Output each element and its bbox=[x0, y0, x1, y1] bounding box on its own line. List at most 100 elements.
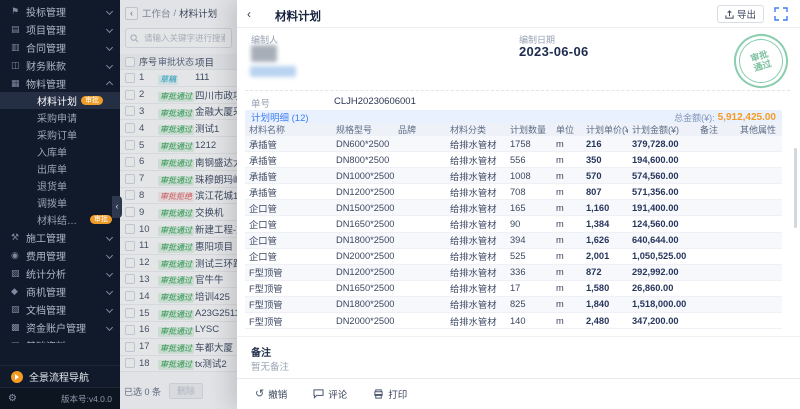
col-brand: 品牌 bbox=[398, 125, 417, 135]
detail-table-row[interactable]: F型顶管 DN1650*2500 给排水管材 17 m 1,580 26,860… bbox=[245, 281, 782, 297]
row-checkbox[interactable] bbox=[125, 207, 135, 218]
plan-list-row[interactable]: 4 审批通过 测试1 bbox=[120, 120, 237, 138]
delete-button[interactable]: 删除 bbox=[169, 383, 204, 399]
detail-table-row[interactable]: 企口管 DN1650*2500 给排水管材 90 m 1,384 124,560… bbox=[245, 216, 782, 233]
sidebar-menu-item[interactable]: ◫ 财务账款 bbox=[0, 56, 120, 74]
plan-list-row[interactable]: 8 审批拒绝 滨江花城10 bbox=[120, 187, 237, 205]
export-button[interactable]: 导出 bbox=[716, 5, 764, 23]
row-checkbox[interactable] bbox=[125, 156, 135, 167]
menu-item-label: 材料结算单 bbox=[37, 216, 86, 227]
row-checkbox[interactable] bbox=[125, 106, 135, 117]
sidebar-menu-item[interactable]: ▤ 项目管理 bbox=[0, 20, 120, 38]
plan-list-row[interactable]: 2 审批通过 四川市政项目 bbox=[120, 86, 237, 104]
cell-amount: 194,600.00 bbox=[632, 154, 679, 165]
row-checkbox[interactable] bbox=[125, 308, 135, 319]
chevron-down-icon bbox=[105, 341, 114, 343]
sidebar-menu-item[interactable]: 采购申请 bbox=[0, 109, 120, 126]
plan-list-row[interactable]: 7 审批通过 珠穆朗玛峰 bbox=[120, 170, 237, 188]
row-checkbox[interactable] bbox=[125, 240, 135, 251]
row-no: 7 bbox=[139, 173, 145, 185]
comment-button[interactable]: 评论 bbox=[313, 387, 347, 401]
row-checkbox[interactable] bbox=[125, 89, 135, 100]
detail-table-row[interactable]: F型顶管 DN1800*2500 给排水管材 825 m 1,840 1,518… bbox=[245, 296, 782, 314]
sidebar-menu-item[interactable]: ▦ 物料管理 bbox=[0, 74, 120, 92]
chevron-down-icon bbox=[105, 251, 114, 259]
total-label: 总金额(¥): bbox=[674, 112, 715, 123]
detail-table-row[interactable]: 承插管 DN1000*2500 给排水管材 1008 m 570 574,560… bbox=[245, 168, 782, 185]
plan-list-row[interactable]: 16 审批通过 LYSC bbox=[120, 321, 237, 339]
sidebar-menu-item[interactable]: ▣ 基础资料 bbox=[0, 336, 120, 343]
row-checkbox[interactable] bbox=[125, 291, 135, 302]
plan-list-row[interactable]: 5 审批通过 1212 bbox=[120, 137, 237, 154]
detail-table-row[interactable]: F型顶管 DN1200*2500 给排水管材 336 m 872 292,992… bbox=[245, 264, 782, 281]
plan-list-row[interactable]: 15 审批通过 A23G2511 bbox=[120, 305, 237, 322]
sidebar-menu-item[interactable]: ⚑ 投标管理 bbox=[0, 2, 120, 20]
detail-table-row[interactable]: F型顶管 DN2000*2500 给排水管材 140 m 2,480 347,2… bbox=[245, 313, 782, 330]
panorama-flow-nav[interactable]: 全景流程导航 bbox=[0, 365, 120, 387]
sidebar-collapse-handle[interactable]: ‹ bbox=[112, 196, 122, 218]
sidebar-menu-item[interactable]: 入库单 bbox=[0, 143, 120, 160]
sidebar-menu-item[interactable]: 退货单 bbox=[0, 177, 120, 194]
sidebar-menu-item[interactable]: ▥ 合同管理 bbox=[0, 38, 120, 56]
row-checkbox[interactable] bbox=[125, 173, 135, 184]
sidebar-menu-item[interactable]: 出库单 bbox=[0, 160, 120, 177]
sidebar-menu-item[interactable]: ▨ 统计分析 bbox=[0, 264, 120, 282]
breadcrumb-root[interactable]: 工作台 bbox=[142, 9, 171, 20]
sidebar-menu-item[interactable]: 材料计划 审批 bbox=[0, 92, 120, 109]
detail-table-row[interactable]: 承插管 DN600*2500 给排水管材 1758 m 216 379,728.… bbox=[245, 136, 782, 153]
row-checkbox[interactable] bbox=[125, 257, 135, 268]
detail-table-row[interactable]: 承插管 DN800*2500 给排水管材 556 m 350 194,600.0… bbox=[245, 152, 782, 169]
plan-list-row[interactable]: 1 草稿 111 bbox=[120, 70, 237, 87]
plan-list-row[interactable]: 3 审批通过 金融大厦采购 bbox=[120, 103, 237, 121]
sidebar-menu-item[interactable]: ◆ 商机管理 bbox=[0, 282, 120, 300]
row-checkbox[interactable] bbox=[125, 190, 135, 201]
sidebar-menu-item[interactable]: ◉ 费用管理 bbox=[0, 246, 120, 264]
menu-item-label: 项目管理 bbox=[26, 25, 66, 37]
sidebar-menu-item[interactable]: 调拨单 bbox=[0, 194, 120, 211]
drawer-back-icon[interactable]: ‹ bbox=[247, 7, 251, 21]
detail-table-row[interactable]: 企口管 DN2000*2500 给排水管材 525 m 2,001 1,050,… bbox=[245, 249, 782, 265]
detail-section-title: 计划明细 (12) bbox=[251, 113, 309, 124]
select-all-checkbox[interactable] bbox=[125, 56, 135, 67]
row-checkbox[interactable] bbox=[125, 324, 135, 335]
row-checkbox[interactable] bbox=[125, 123, 135, 134]
sidebar-menu-item[interactable]: 采购订单 bbox=[0, 126, 120, 143]
sidebar-menu-item[interactable]: ⚒ 施工管理 bbox=[0, 228, 120, 246]
row-no: 10 bbox=[139, 223, 150, 235]
row-checkbox[interactable] bbox=[125, 341, 135, 352]
detail-table-row[interactable]: 企口管 DN1500*2500 给排水管材 165 m 1,160 191,40… bbox=[245, 200, 782, 217]
plan-list-row[interactable]: 6 审批通过 南钢盛达大厦 bbox=[120, 153, 237, 171]
detail-table-row[interactable]: 承插管 DN1200*2500 给排水管材 708 m 807 571,356.… bbox=[245, 184, 782, 201]
plan-list-row[interactable]: 13 审批通过 官牛牛 bbox=[120, 271, 237, 289]
sidebar-menu-item[interactable]: ▩ 资金账户管理 bbox=[0, 318, 120, 336]
search-input[interactable] bbox=[142, 32, 227, 44]
row-no: 3 bbox=[139, 105, 145, 117]
row-checkbox[interactable] bbox=[125, 224, 135, 235]
plan-list-row[interactable]: 17 审批通过 车都大厦 bbox=[120, 338, 237, 356]
plan-list-row[interactable]: 11 审批通过 惠阳项目 bbox=[120, 237, 237, 255]
sidebar-menu-item[interactable]: 材料结算单 审批 bbox=[0, 211, 120, 228]
plan-list-row[interactable]: 12 审批通过 测试三环路 bbox=[120, 254, 237, 272]
col-price: 计划单价(¥) bbox=[586, 125, 628, 135]
cell-category: 给排水管材 bbox=[450, 155, 497, 166]
row-checkbox[interactable] bbox=[125, 274, 135, 285]
menu-item-icon: ▩ bbox=[11, 321, 20, 332]
detail-table-row[interactable]: 企口管 DN1800*2500 给排水管材 394 m 1,626 640,64… bbox=[245, 232, 782, 249]
back-icon[interactable]: ‹ bbox=[125, 6, 138, 20]
plan-list-row[interactable]: 14 审批通过 培训425 bbox=[120, 288, 237, 306]
row-checkbox[interactable] bbox=[125, 140, 135, 151]
row-checkbox[interactable] bbox=[125, 358, 135, 369]
plan-list-row[interactable]: 10 审批通过 新建工程-刘 bbox=[120, 221, 237, 238]
print-button[interactable]: 打印 bbox=[373, 387, 407, 401]
menu-item-label: 文档管理 bbox=[26, 305, 66, 317]
row-checkbox[interactable] bbox=[125, 72, 135, 83]
plan-list-row[interactable]: 9 审批通过 交换机 bbox=[120, 204, 237, 222]
drawer-mask[interactable] bbox=[120, 0, 237, 409]
sidebar-menu-item[interactable]: ▧ 文档管理 bbox=[0, 300, 120, 318]
plan-list: 1 草稿 111 2 审批通过 四川市政项目 3 审批通过 金融大厦采购 bbox=[120, 70, 237, 379]
plan-list-row[interactable]: 18 审批通过 tx测试2 bbox=[120, 355, 237, 373]
scrollbar-thumb[interactable] bbox=[794, 148, 797, 228]
gear-icon[interactable]: ⚙ bbox=[8, 393, 17, 404]
expand-fullscreen-icon[interactable] bbox=[774, 7, 788, 21]
undo-button[interactable]: ↺ 撤销 bbox=[255, 387, 287, 401]
